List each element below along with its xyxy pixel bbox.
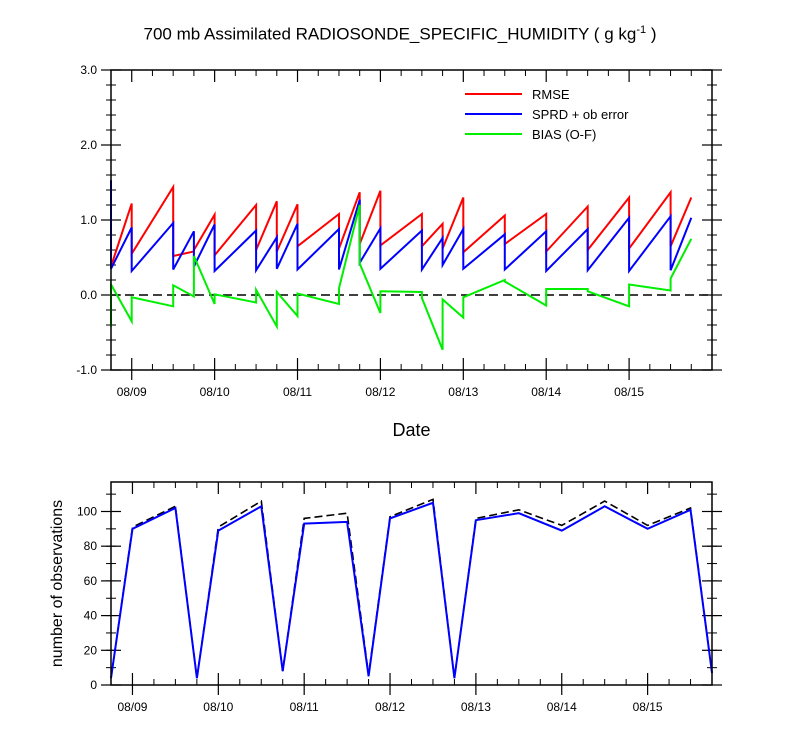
top-chart-ytick-label: 3.0	[80, 63, 97, 77]
top-chart-ytick-label: -1.0	[76, 363, 97, 377]
bottom-chart-xtick-label: 08/09	[117, 700, 147, 714]
bottom-chart-ytick-label: 60	[84, 574, 98, 588]
chart-title-superscript: -1	[636, 24, 647, 36]
top-chart-frame	[110, 69, 713, 371]
top-chart-series-rmse	[110, 183, 693, 267]
legend-label-1: SPRD + ob error	[532, 107, 629, 122]
top-chart-ytick-label: 2.0	[80, 138, 97, 152]
chart-title-main: 700 mb Assimilated RADIOSONDE_SPECIFIC_H…	[143, 24, 637, 44]
legend-label-0: RMSE	[532, 87, 570, 102]
bottom-chart-xtick-label: 08/15	[633, 700, 663, 714]
y-axis-label-observations: number of observations	[49, 500, 66, 667]
bottom-chart-xtick-label: 08/12	[375, 700, 405, 714]
top-chart-ytick-label: 0.0	[80, 288, 97, 302]
x-axis-label: Date	[392, 420, 430, 440]
bottom-chart-xtick-label: 08/14	[547, 700, 577, 714]
top-chart-xtick-label: 08/10	[200, 385, 230, 399]
top-chart-xtick-label: 08/15	[614, 385, 644, 399]
top-chart-ytick-label: 1.0	[80, 213, 97, 227]
top-chart-xtick-label: 08/13	[448, 385, 478, 399]
top-chart-xtick-label: 08/09	[117, 385, 147, 399]
bottom-chart-xtick-label: 08/13	[461, 700, 491, 714]
top-chart-xtick-label: 08/14	[531, 385, 561, 399]
bottom-chart-xtick-label: 08/11	[290, 700, 319, 714]
bottom-chart-ytick-label: 80	[84, 539, 98, 553]
bottom-chart-ytick-label: 0	[90, 678, 97, 692]
bottom-chart-ytick-label: 40	[84, 609, 98, 623]
top-chart-series-bias-o-f	[110, 204, 693, 351]
legend-label-2: BIAS (O-F)	[532, 127, 596, 142]
bottom-chart-ytick-label: 20	[84, 643, 98, 657]
bottom-chart-ytick-label: 100	[77, 504, 97, 518]
top-chart-series-sprd-ob-error	[110, 180, 693, 274]
top-chart-xtick-label: 08/11	[283, 385, 312, 399]
bottom-chart-series-assimilated	[110, 501, 713, 679]
top-chart-xtick-label: 08/12	[365, 385, 395, 399]
bottom-chart-frame	[110, 481, 713, 686]
chart-title: 700 mb Assimilated RADIOSONDE_SPECIFIC_H…	[0, 24, 800, 45]
chart-title-tail: )	[646, 24, 657, 44]
bottom-chart-xtick-label: 08/10	[203, 700, 233, 714]
